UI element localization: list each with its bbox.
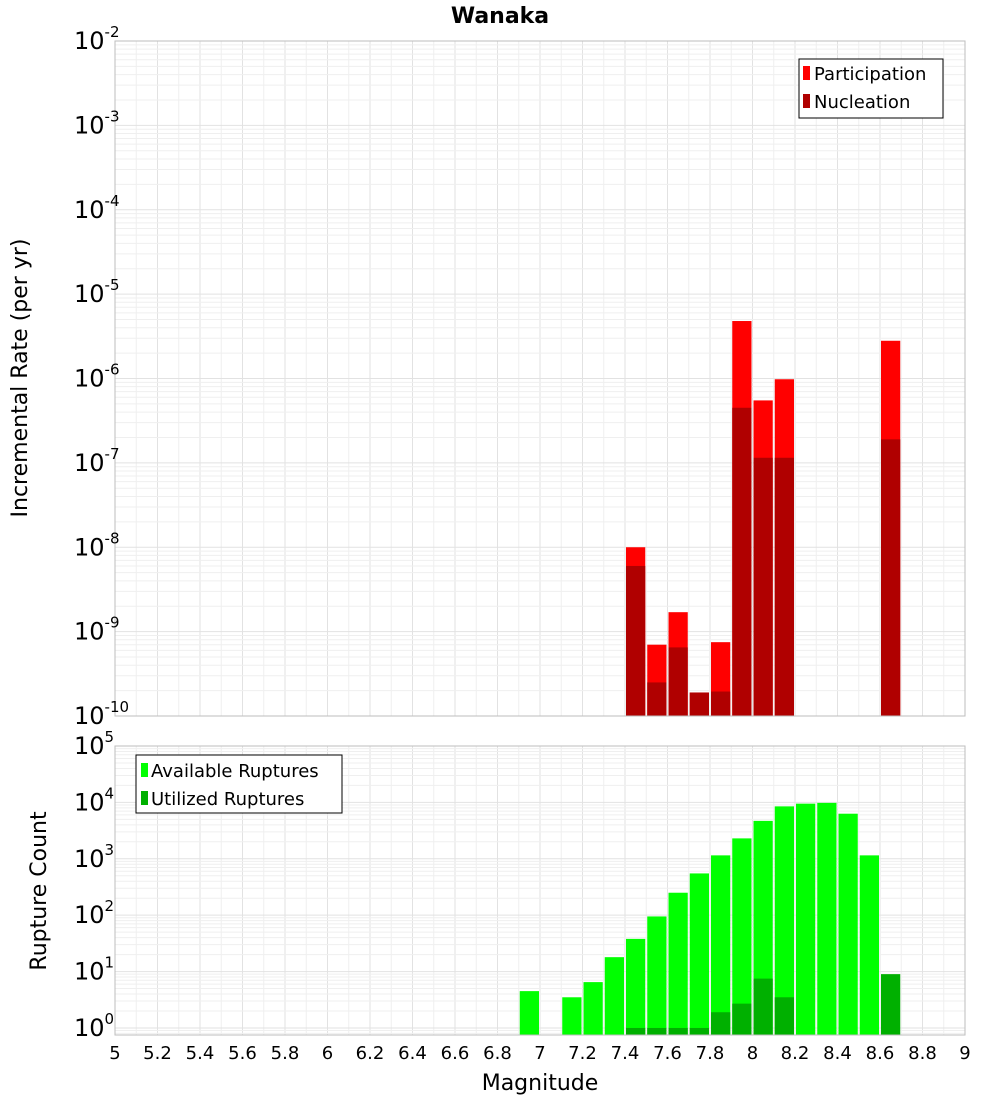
rate-y-tick-label: 10-5 (74, 276, 120, 308)
legend-swatch-available-ruptures (141, 763, 148, 777)
count-bar-utilized-ruptures (774, 997, 794, 1035)
rate-legend: Participation Nucleation (798, 58, 944, 119)
x-tick-label: 6.4 (398, 1043, 427, 1064)
rate-bar-nucleation (626, 565, 646, 716)
x-tick-label: 7.2 (568, 1043, 597, 1064)
rate-y-ticks: 10-10 10-9 10-8 10-7 10-6 10-5 10-4 10-3 10-2 (74, 23, 129, 730)
count-bar-available-ruptures (689, 873, 709, 1035)
count-bar-available-ruptures (562, 997, 582, 1035)
x-tick-label: 5.8 (271, 1043, 300, 1064)
rate-bar-nucleation (732, 407, 752, 716)
legend-swatch-utilized-ruptures (141, 791, 148, 805)
x-tick-label: 5.2 (143, 1043, 172, 1064)
legend-label-utilized-ruptures: Utilized Ruptures (151, 789, 304, 810)
x-tick-label: 7.8 (696, 1043, 725, 1064)
count-y-tick-label: 101 (74, 954, 114, 986)
count-bar-utilized-ruptures (689, 1027, 709, 1035)
count-y-ticks: 100 101 102 103 104 105 (74, 728, 114, 1042)
count-bar-utilized-ruptures (647, 1027, 667, 1035)
rate-y-tick-label: 10-7 (74, 445, 120, 477)
legend-label-nucleation: Nucleation (814, 92, 910, 113)
rate-y-tick-label: 10-3 (74, 107, 120, 139)
rate-y-tick-label: 10-2 (74, 23, 120, 55)
rate-y-tick-label: 10-4 (74, 192, 120, 224)
x-tick-label: 8.8 (908, 1043, 937, 1064)
rate-bar-nucleation (881, 439, 901, 716)
count-legend-box (135, 754, 343, 814)
rate-plot-border (114, 40, 966, 717)
rate-bar-nucleation (668, 647, 688, 716)
count-y-axis-title: Rupture Count (27, 811, 52, 971)
count-bar-available-ruptures (838, 813, 858, 1035)
count-legend: Available Ruptures Utilized Ruptures (135, 754, 343, 814)
x-tick-label: 8.4 (823, 1043, 852, 1064)
count-bar-utilized-ruptures (626, 1027, 646, 1035)
count-bar-available-ruptures (732, 838, 752, 1035)
rate-y-tick-label: 10-8 (74, 529, 120, 561)
legend-swatch-participation (803, 66, 810, 80)
rate-y-axis-title: Incremental Rate (per yr) (8, 239, 33, 518)
rate-y-tick-label: 10-9 (74, 614, 120, 646)
rate-panel: 10-10 10-9 10-8 10-7 10-6 10-5 10-4 10-3 10-2 In… (8, 23, 966, 730)
count-bar-utilized-ruptures (711, 1012, 731, 1035)
count-bar-available-ruptures (668, 892, 688, 1035)
count-bar-available-ruptures (626, 938, 646, 1035)
count-y-tick-label: 104 (74, 784, 114, 816)
rate-bar-nucleation (647, 682, 667, 716)
count-y-tick-label: 105 (74, 728, 114, 760)
count-plot-border (114, 745, 966, 1036)
count-bar-available-ruptures (647, 916, 667, 1035)
x-tick-label: 5 (109, 1043, 120, 1064)
count-bars (519, 802, 901, 1035)
x-tick-label: 8.2 (781, 1043, 810, 1064)
count-bar-utilized-ruptures (753, 978, 773, 1035)
rate-bar-nucleation (774, 457, 794, 716)
legend-label-participation: Participation (814, 64, 926, 85)
x-tick-label: 8.6 (866, 1043, 895, 1064)
count-bar-available-ruptures (583, 982, 603, 1035)
count-bar-utilized-ruptures (881, 974, 901, 1035)
count-bar-available-ruptures (774, 806, 794, 1035)
legend-swatch-nucleation (803, 94, 810, 108)
rate-bar-nucleation (753, 457, 773, 716)
count-bar-utilized-ruptures (732, 1003, 752, 1035)
x-tick-label: 6.8 (483, 1043, 512, 1064)
x-tick-label: 9 (959, 1043, 970, 1064)
count-bar-available-ruptures (711, 855, 731, 1035)
count-bar-utilized-ruptures (668, 1027, 688, 1035)
rate-grid (114, 40, 966, 717)
rate-bars (626, 321, 901, 716)
x-tick-label: 5.6 (228, 1043, 257, 1064)
rate-bar-nucleation (689, 692, 709, 716)
x-tick-label: 6 (322, 1043, 333, 1064)
x-tick-label: 8 (747, 1043, 758, 1064)
count-bar-available-ruptures (519, 991, 539, 1035)
x-tick-label: 7.6 (653, 1043, 682, 1064)
count-bar-available-ruptures (604, 957, 624, 1035)
count-y-tick-label: 102 (74, 897, 114, 929)
x-tick-label: 6.6 (441, 1043, 470, 1064)
x-tick-label: 6.2 (356, 1043, 385, 1064)
rate-bar-nucleation (711, 691, 731, 716)
legend-label-available-ruptures: Available Ruptures (151, 761, 319, 782)
rate-y-tick-label: 10-6 (74, 361, 120, 393)
rate-y-tick-label: 10-10 (74, 698, 129, 730)
count-y-tick-label: 103 (74, 841, 114, 873)
count-bar-available-ruptures (859, 855, 879, 1035)
count-panel: 100 101 102 103 104 105 5 5.2 5.4 5.6 5.8 6 6.2 6.4 6… (27, 728, 971, 1096)
count-bar-available-ruptures (796, 803, 816, 1035)
count-bar-available-ruptures (817, 802, 837, 1035)
x-tick-label: 5.4 (186, 1043, 215, 1064)
x-tick-label: 7 (534, 1043, 545, 1064)
chart-title: Wanaka (451, 4, 549, 29)
rate-legend-box (798, 58, 944, 119)
count-y-tick-label: 100 (74, 1010, 114, 1042)
x-tick-label: 7.4 (611, 1043, 640, 1064)
count-x-ticks: 5 5.2 5.4 5.6 5.8 6 6.2 6.4 6.6 6.8 7 7.2 7.4 7.6 7.8 8… (109, 1043, 970, 1064)
x-axis-title: Magnitude (482, 1071, 599, 1096)
